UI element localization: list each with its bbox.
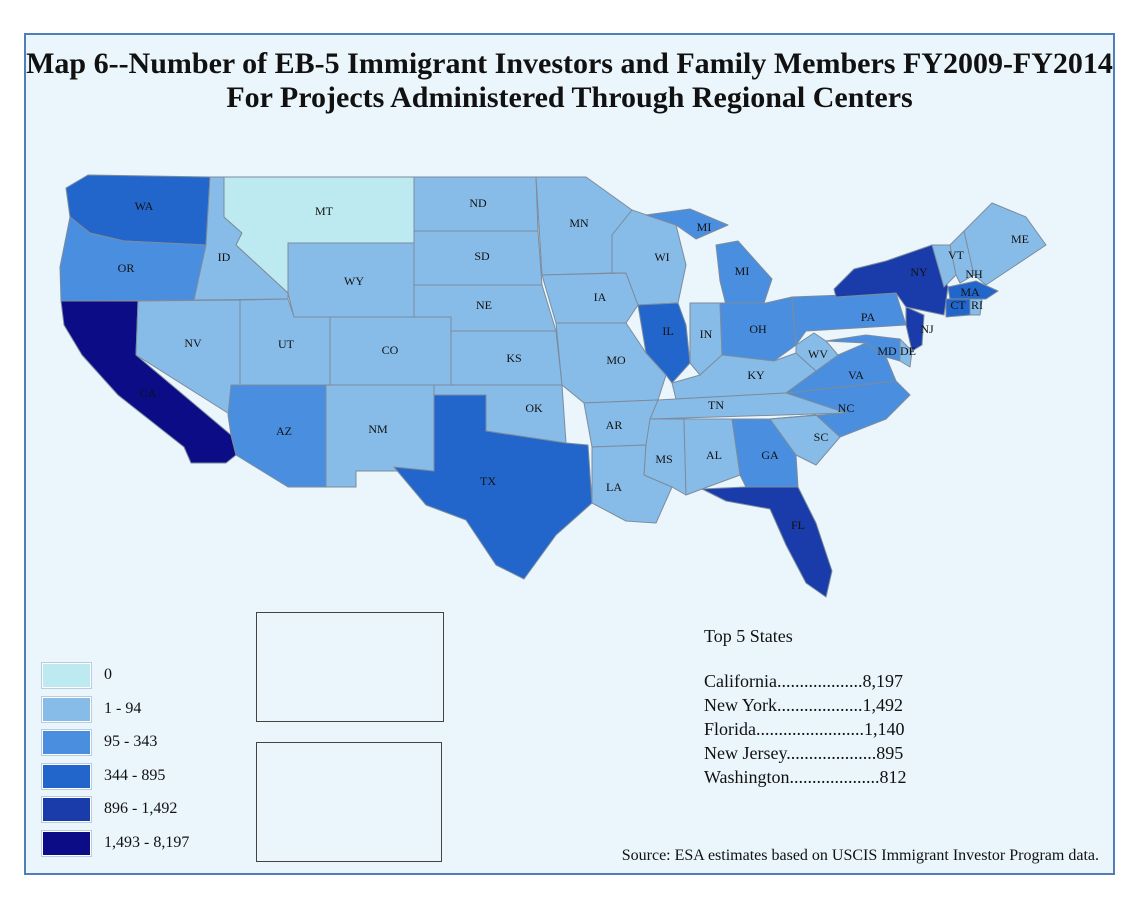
top-states-list: California...................8,197 New Yo… [704,669,907,789]
state-label-ut: UT [278,337,295,351]
legend-label: 1 - 94 [104,699,142,717]
state-label-wy: WY [344,274,364,288]
top-states-title: Top 5 States [704,626,793,646]
state-label-mo: MO [606,353,626,367]
state-label-ia: IA [594,290,607,304]
state-label-ma: MA [960,285,980,299]
state-nj [905,306,925,352]
state-fl [701,486,833,598]
state-ma [947,280,999,300]
state-label-tx: TX [480,474,496,488]
state-label-wa: WA [135,199,154,213]
state-label-wv: WV [808,347,828,361]
source-note: Source: ESA estimates based on USCIS Imm… [621,847,1099,864]
state-label-vt: VT [948,248,965,262]
top-states-panel: Top 5 States California.................… [704,626,907,789]
state-ia [541,272,639,324]
legend-label: 896 - 1,492 [104,800,178,817]
state-label-or: OR [118,261,135,275]
state-label-ri: RI [971,298,983,312]
legend-swatch [42,797,91,822]
state-label-nc: NC [838,401,855,415]
state-label-ny: NY [910,265,928,279]
state-label-wi: WI [654,250,669,264]
state-label-nd: ND [469,196,487,210]
top-state-row: New York...................1,492 [704,695,904,715]
state-tx [393,394,593,580]
state-label-nh: NH [965,267,983,281]
state-label-md: MD [877,344,897,358]
state-label-ms: MS [655,452,672,466]
us-choropleth-map: WA OR CA ID NV MT WY UT CO AZ NM ND SD NE KS OK TX MN IA MO… [59,174,1047,848]
state-label-mn: MN [569,216,589,230]
state-label-ct: CT [950,298,966,312]
state-nh [949,230,975,284]
state-label-sc: SC [814,430,829,444]
map-frame: Map 6--Number of EB-5 Immigrant Investor… [24,33,1115,875]
legend-label: 344 - 895 [104,766,166,784]
state-al [683,418,741,496]
hawaii-inset [256,742,442,862]
state-wv [795,332,839,372]
state-label-pa: PA [861,310,876,324]
state-label-ne: NE [476,298,492,312]
state-label-fl: FL [791,518,805,532]
state-label-in: IN [700,327,713,341]
state-me [963,202,1047,286]
state-label-sd: SD [474,249,490,263]
state-label-il: IL [662,324,673,338]
top-state-row: New Jersey....................895 [704,743,904,763]
state-label-ar: AR [606,418,623,432]
state-label-mi: MI [735,264,750,278]
state-label-mi: MI [697,220,712,234]
state-label-de: DE [900,344,916,358]
legend-label: 95 - 343 [104,733,158,750]
state-label-co: CO [382,343,399,357]
state-label-ca: CA [140,386,157,400]
state-label-oh: OH [749,322,767,336]
state-label-nv: NV [184,336,202,350]
top-state-row: Washington....................812 [704,767,907,787]
state-label-id: ID [218,250,231,264]
state-label-mt: MT [315,204,334,218]
legend-swatch [42,663,91,688]
legend-label: 0 [104,666,112,683]
legend-swatch [42,696,91,722]
state-md [825,334,901,362]
state-label-la: LA [606,480,622,494]
state-label-ok: OK [525,401,543,415]
state-mo [555,322,667,404]
map-title: Map 6--Number of EB-5 Immigrant Investor… [26,47,1113,80]
map-subtitle: For Projects Administered Through Region… [226,81,913,114]
state-label-me: ME [1011,232,1029,246]
legend-swatch [42,763,91,789]
legend-swatch [42,730,91,755]
legend-label: 1,493 - 8,197 [104,833,190,851]
state-label-nj: NJ [920,322,934,336]
state-label-tn: TN [708,398,724,412]
state-label-az: AZ [276,424,292,438]
state-nc [769,380,911,438]
legend-swatch [42,830,91,856]
state-shapes [59,174,1047,848]
state-label-nm: NM [368,422,388,436]
state-label-al: AL [706,448,722,462]
state-label-ky: KY [747,368,765,382]
state-mi [645,208,729,240]
top-state-row: California...................8,197 [704,671,903,691]
state-label-va: VA [848,368,864,382]
alaska-inset [256,612,444,722]
state-ri [969,298,983,316]
state-il [637,302,691,384]
state-label-ks: KS [506,351,521,365]
top-state-row: Florida........................1,140 [704,719,905,739]
state-label-ga: GA [761,448,779,462]
